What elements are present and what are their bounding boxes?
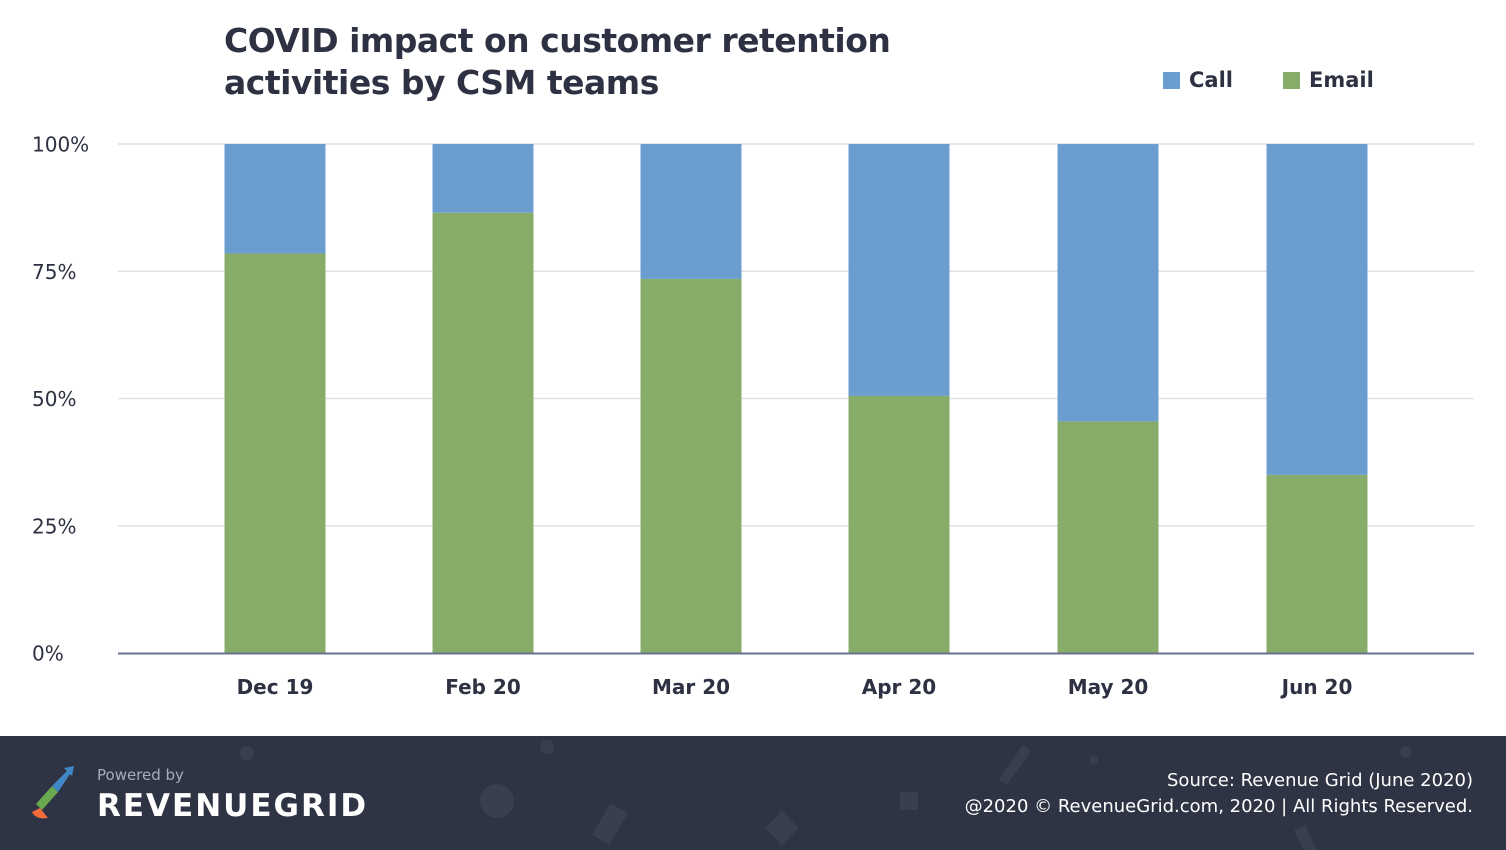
bar-call-apr-20 bbox=[848, 144, 950, 396]
legend-swatch-email bbox=[1282, 71, 1300, 89]
legend-swatch-call bbox=[1163, 71, 1180, 89]
x-tick-label: Mar 20 bbox=[652, 675, 730, 699]
bar-email-feb-20 bbox=[432, 212, 534, 653]
y-tick-label: 75% bbox=[32, 260, 76, 284]
legend-item-call: Call bbox=[1163, 68, 1233, 92]
bar-call-dec-19 bbox=[224, 144, 326, 254]
bar-email-apr-20 bbox=[848, 395, 950, 653]
bar-call-feb-20 bbox=[432, 144, 534, 213]
x-tick-label: Feb 20 bbox=[445, 675, 521, 699]
x-tick-label: Jun 20 bbox=[1280, 675, 1353, 699]
legend-label-email: Email bbox=[1308, 68, 1374, 92]
copyright-text: @2020 © RevenueGrid.com, 2020 | All Righ… bbox=[964, 796, 1473, 817]
legend-item-email: Email bbox=[1282, 68, 1374, 92]
legend-label-call: Call bbox=[1189, 68, 1233, 92]
x-tick-label: May 20 bbox=[1068, 675, 1149, 699]
bar-email-mar-20 bbox=[640, 278, 742, 653]
y-tick-label: 0% bbox=[32, 642, 64, 666]
stacked-bar-chart: 0% 25% 50% 75% 100% Dec 19 Feb 20 Mar 20 Apr 20 M… bbox=[32, 133, 1474, 699]
bar-call-jun-20 bbox=[1266, 144, 1368, 475]
revenuegrid-logo-icon bbox=[32, 766, 74, 819]
x-tick-label: Apr 20 bbox=[862, 675, 936, 699]
y-tick-label: 100% bbox=[32, 133, 89, 157]
powered-by-label: Powered by bbox=[97, 766, 184, 784]
y-tick-label: 50% bbox=[32, 387, 76, 411]
bar-call-may-20 bbox=[1057, 144, 1159, 422]
y-tick-label: 25% bbox=[32, 514, 76, 538]
x-tick-label: Dec 19 bbox=[237, 675, 314, 699]
source-text: Source: Revenue Grid (June 2020) bbox=[1167, 770, 1473, 791]
bar-email-dec-19 bbox=[224, 253, 326, 653]
bar-email-jun-20 bbox=[1266, 474, 1368, 653]
footer: Powered by REVENUEGRID Source: Revenue G… bbox=[0, 736, 1506, 850]
bar-call-mar-20 bbox=[640, 144, 742, 279]
bar-email-may-20 bbox=[1057, 421, 1159, 653]
legend: Call Email bbox=[1163, 68, 1374, 92]
chart-title: COVID impact on customer retention activ… bbox=[224, 21, 891, 102]
brand-name: REVENUEGRID bbox=[97, 788, 369, 824]
